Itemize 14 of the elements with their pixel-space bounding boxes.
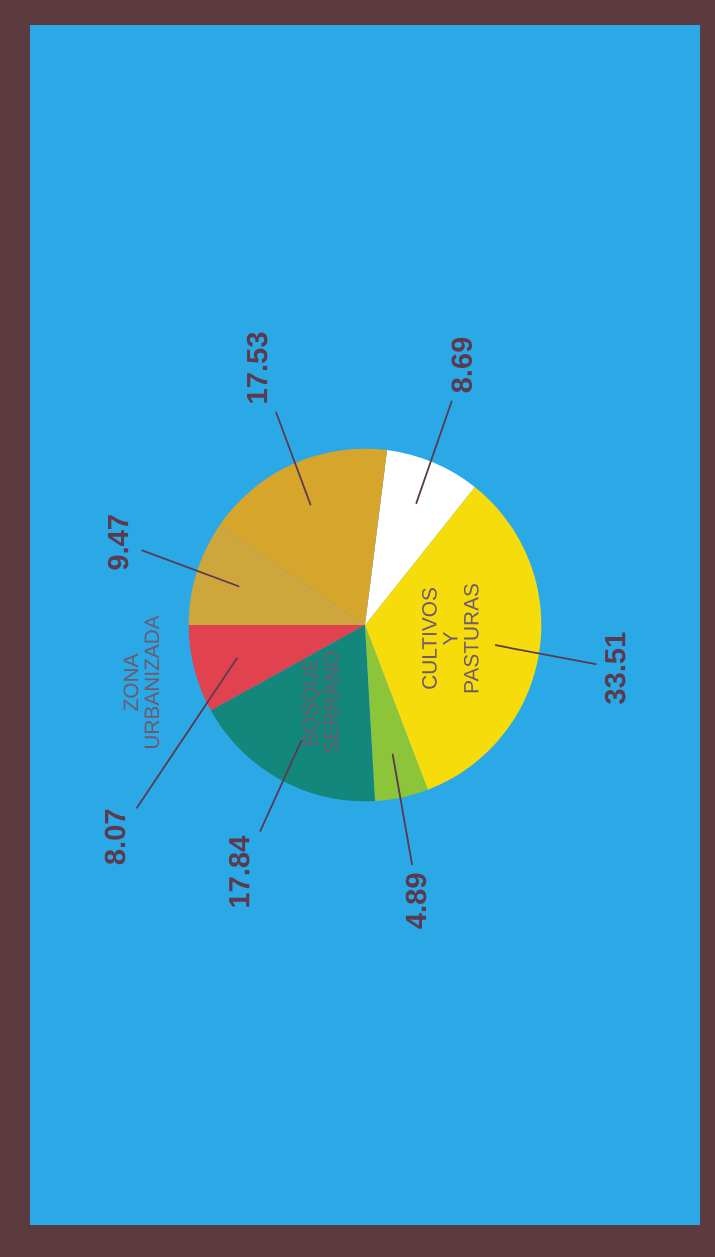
slice-label: ZONA URBANIZADA	[123, 615, 160, 749]
data-label: 9.47	[107, 515, 129, 570]
slice-label: BOSQUE SERRANO	[302, 651, 339, 753]
data-label: 8.07	[104, 809, 126, 865]
data-label: 33.51	[604, 632, 626, 704]
data-label: 4.89	[405, 873, 427, 929]
data-label: 17.53	[246, 332, 268, 403]
pie-slice	[210, 625, 376, 802]
data-label: 17.84	[228, 835, 250, 907]
data-label: 8.69	[451, 337, 473, 393]
pie-slice	[218, 448, 388, 625]
pie-slice	[188, 526, 365, 625]
pie-slice	[365, 486, 542, 790]
slice-label: CULTIVOS Y PASTURAS	[422, 584, 479, 693]
